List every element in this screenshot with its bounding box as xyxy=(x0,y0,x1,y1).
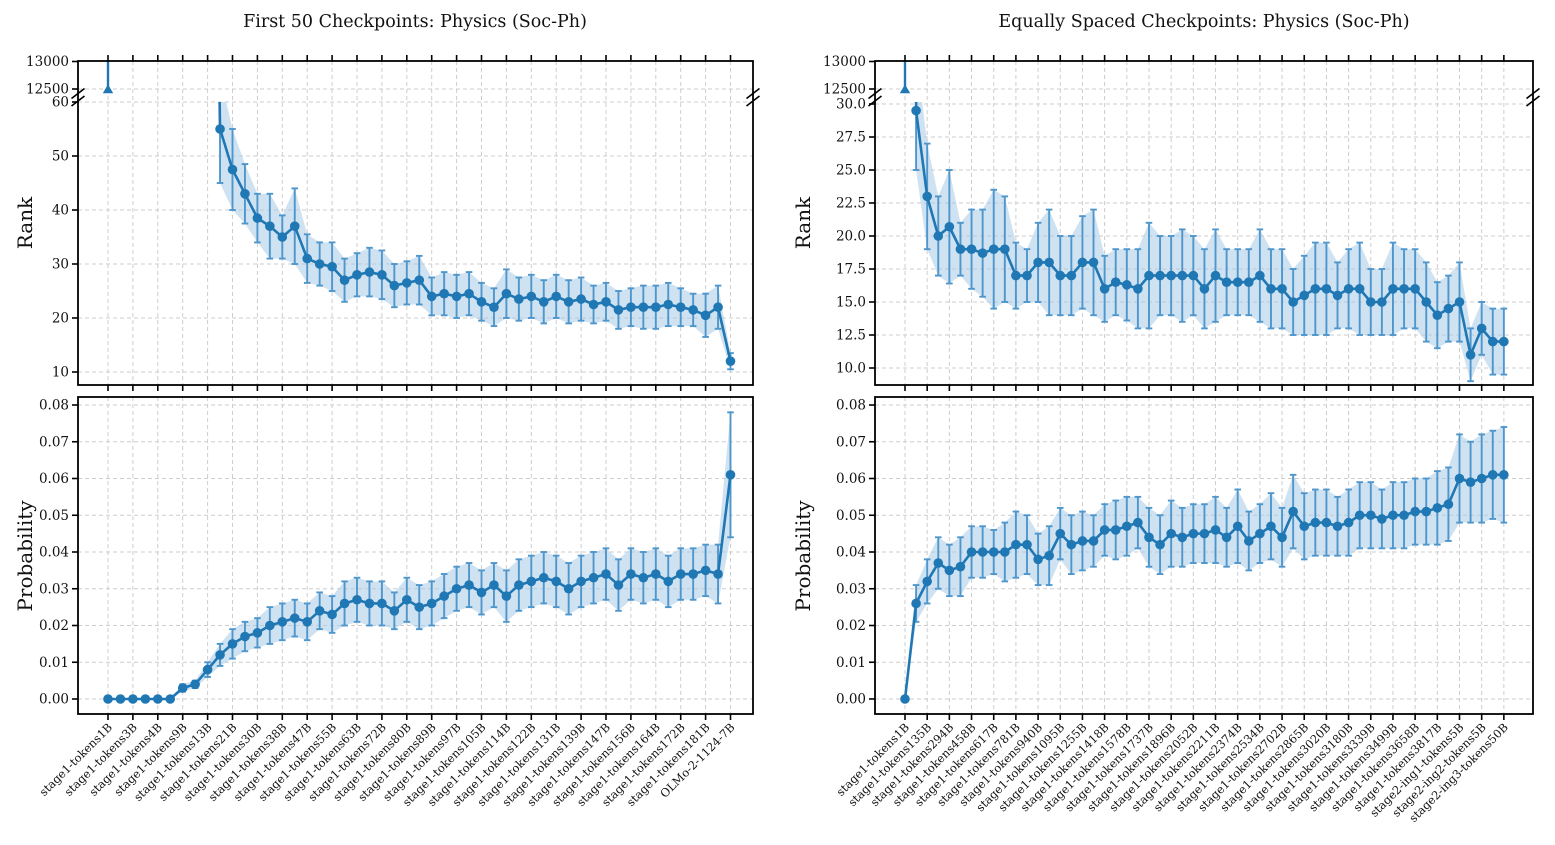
left-chart-title: First 50 Checkpoints: Physics (Soc-Ph) xyxy=(243,12,587,32)
left-rank-ylabel: Rank xyxy=(13,196,37,249)
y-tick-label: 13000 xyxy=(823,54,866,70)
y-tick-label: 0.06 xyxy=(39,471,69,487)
y-tick-label: 50 xyxy=(52,149,69,165)
y-tick-label: 60 xyxy=(52,95,69,111)
y-tick-label: 0.04 xyxy=(836,545,866,561)
y-tick-label: 13000 xyxy=(26,54,69,70)
left-probability-ylabel: Probability xyxy=(13,500,37,612)
gridlines xyxy=(875,61,1533,714)
y-tick-label: 0.03 xyxy=(836,581,866,597)
y-tick-label: 40 xyxy=(52,203,69,219)
y-tick-label: 0.00 xyxy=(39,692,69,708)
y-tick-label: 12.5 xyxy=(836,328,866,344)
y-tick-label: 22.5 xyxy=(836,196,866,212)
y-tick-label: 30 xyxy=(52,257,69,273)
y-tick-label: 30.0 xyxy=(836,97,866,113)
rank-panel xyxy=(102,61,736,371)
axes-spines xyxy=(874,60,1534,715)
y-tick-label: 17.5 xyxy=(836,262,866,278)
y-tick-label: 25.0 xyxy=(836,163,866,179)
x-tick-labels: stage1-tokens1Bstage1-tokens3Bstage1-tok… xyxy=(37,720,738,809)
x-tick-labels: stage1-tokens1Bstage1-tokens135Bstage1-t… xyxy=(834,720,1511,825)
data-points xyxy=(103,470,736,704)
y-tick-label: 0.01 xyxy=(836,655,866,671)
right-probability-ylabel: Probability xyxy=(791,500,815,612)
y-tick-label: 0.00 xyxy=(836,692,866,708)
y-tick-label: 0.08 xyxy=(836,398,866,414)
y-tick-label: 0.07 xyxy=(39,434,69,450)
y-tick-label: 0.04 xyxy=(39,545,69,561)
y-tick-label: 0.06 xyxy=(836,471,866,487)
axes-spines xyxy=(77,60,754,715)
y-tick-label: 10 xyxy=(52,365,69,381)
y-tick-label: 10.0 xyxy=(836,361,866,377)
rank-panel xyxy=(899,61,1509,383)
y-tick-label: 0.02 xyxy=(836,618,866,634)
y-tick-label: 27.5 xyxy=(836,130,866,146)
y-tick-label: 0.07 xyxy=(836,434,866,450)
probability-panel xyxy=(103,411,736,704)
y-tick-label: 0.08 xyxy=(39,398,69,414)
y-tick-label: 0.02 xyxy=(39,618,69,634)
confidence-band xyxy=(108,412,731,699)
y-tick-label: 0.03 xyxy=(39,581,69,597)
probability-panel xyxy=(900,426,1509,704)
y-tick-label: 12500 xyxy=(823,82,866,98)
data-points xyxy=(911,105,1509,360)
axis-ticks xyxy=(869,55,1505,720)
y-tick-label: 0.05 xyxy=(836,508,866,524)
axis-ticks xyxy=(72,55,732,720)
y-tick-label: 15.0 xyxy=(836,295,866,311)
axis-break-marks xyxy=(868,87,1540,107)
y-tick-label: 12500 xyxy=(26,82,69,98)
axis-break-marks xyxy=(71,87,760,107)
confidence-band xyxy=(916,102,1504,382)
y-tick-label: 0.05 xyxy=(39,508,69,524)
y-tick-label: 0.01 xyxy=(39,655,69,671)
data-points xyxy=(900,470,1509,704)
right-chart-title: Equally Spaced Checkpoints: Physics (Soc… xyxy=(998,12,1409,32)
y-tick-label: 20 xyxy=(52,311,69,327)
y-tick-label: 20.0 xyxy=(836,229,866,245)
right-rank-ylabel: Rank xyxy=(791,196,815,249)
data-points xyxy=(215,124,736,367)
